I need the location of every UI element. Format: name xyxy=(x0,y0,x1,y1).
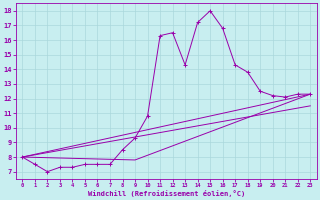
X-axis label: Windchill (Refroidissement éolien,°C): Windchill (Refroidissement éolien,°C) xyxy=(88,190,245,197)
